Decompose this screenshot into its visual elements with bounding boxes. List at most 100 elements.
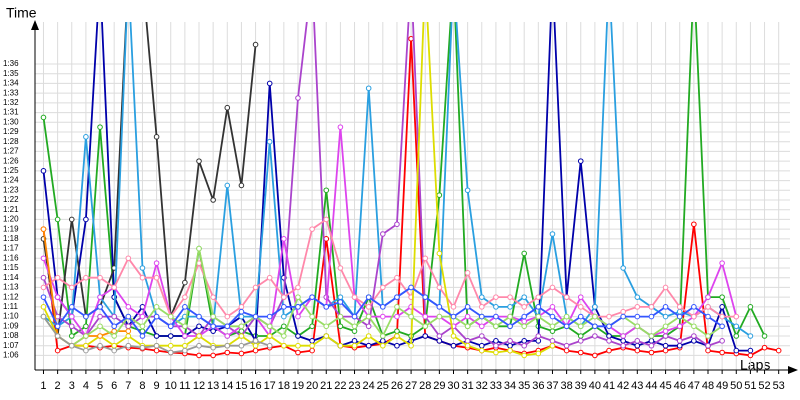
point-marker [97,124,103,130]
point-marker [295,284,301,291]
point-marker [436,338,443,344]
point-marker [620,333,626,339]
point-marker [478,323,485,330]
point-marker [563,347,570,354]
point-marker [719,294,725,300]
point-marker [634,294,641,300]
point-marker [252,313,259,320]
point-marker [761,333,768,339]
point-marker [238,182,245,189]
point-marker [493,323,499,330]
point-marker [266,323,273,330]
point-marker [662,304,669,310]
point-marker [337,124,344,130]
point-marker [705,347,711,354]
x-tick-label: 43 [631,380,643,392]
point-marker [380,338,386,344]
point-marker [408,284,414,291]
point-marker [365,342,372,349]
point-marker [323,323,330,330]
point-marker [394,294,400,300]
point-marker [719,338,725,344]
point-marker [464,313,471,320]
y-tick-label: 1:20 [3,215,19,224]
point-marker [662,342,669,349]
y-tick-label: 1:28 [3,137,19,146]
point-marker [719,260,725,266]
point-marker [733,313,740,320]
point-marker [238,333,245,339]
point-marker [648,304,655,310]
x-tick-label: 44 [645,380,657,392]
point-marker [620,265,626,271]
point-marker [351,342,358,349]
point-marker [295,95,301,101]
point-marker [634,342,641,349]
point-marker [394,328,400,334]
x-tick-label: 27 [405,380,417,392]
point-marker [535,304,542,310]
point-marker [691,221,697,228]
x-tick-label: 20 [306,380,318,392]
point-marker [380,304,386,310]
point-marker [182,347,188,354]
x-tick-label: 13 [207,380,219,392]
point-marker [54,274,61,281]
point-marker [493,294,499,300]
point-marker [606,323,612,330]
x-tick-label: 3 [69,380,75,392]
point-marker [309,313,315,320]
y-tick-label: 1:32 [3,98,19,107]
point-marker [309,323,315,330]
point-marker [394,313,400,320]
x-tick-label: 32 [476,380,488,392]
y-tick-label: 1:34 [3,79,19,88]
point-marker [577,338,584,344]
point-marker [238,323,245,330]
point-marker [733,333,740,339]
x-tick-label: 40 [589,380,601,392]
point-marker [266,342,273,349]
point-marker [691,304,697,310]
point-marker [705,333,711,339]
point-marker [747,333,754,339]
point-marker [83,347,89,354]
x-tick-label: 28 [419,380,431,392]
y-tick-label: 1:30 [3,117,19,126]
point-marker [549,342,556,349]
point-marker [493,304,499,310]
point-marker [83,333,89,339]
point-marker [323,304,330,310]
y-tick-label: 1:06 [3,351,19,360]
point-marker [691,323,697,330]
x-tick-label: 42 [617,380,629,392]
point-marker [238,350,245,357]
point-marker [97,274,103,281]
point-marker [365,323,372,330]
point-marker [620,313,626,320]
point-marker [577,349,584,356]
x-tick-label: 22 [334,380,346,392]
point-marker [351,323,358,330]
point-marker [252,41,259,48]
point-marker [478,333,485,339]
point-marker [351,338,358,344]
point-marker [97,323,103,330]
point-marker [563,323,570,330]
point-marker [196,342,202,349]
point-marker [592,352,598,359]
point-marker [464,187,471,194]
point-marker [266,80,273,87]
y-tick-label: 1:33 [3,88,19,97]
point-marker [97,342,103,349]
point-marker [634,313,641,320]
point-marker [535,313,542,320]
x-tick-label: 31 [462,380,474,392]
point-marker [224,104,231,111]
point-marker [577,333,584,339]
point-marker [40,114,47,121]
point-marker [125,328,132,334]
point-marker [238,308,245,315]
point-marker [153,274,160,281]
point-marker [535,350,542,357]
